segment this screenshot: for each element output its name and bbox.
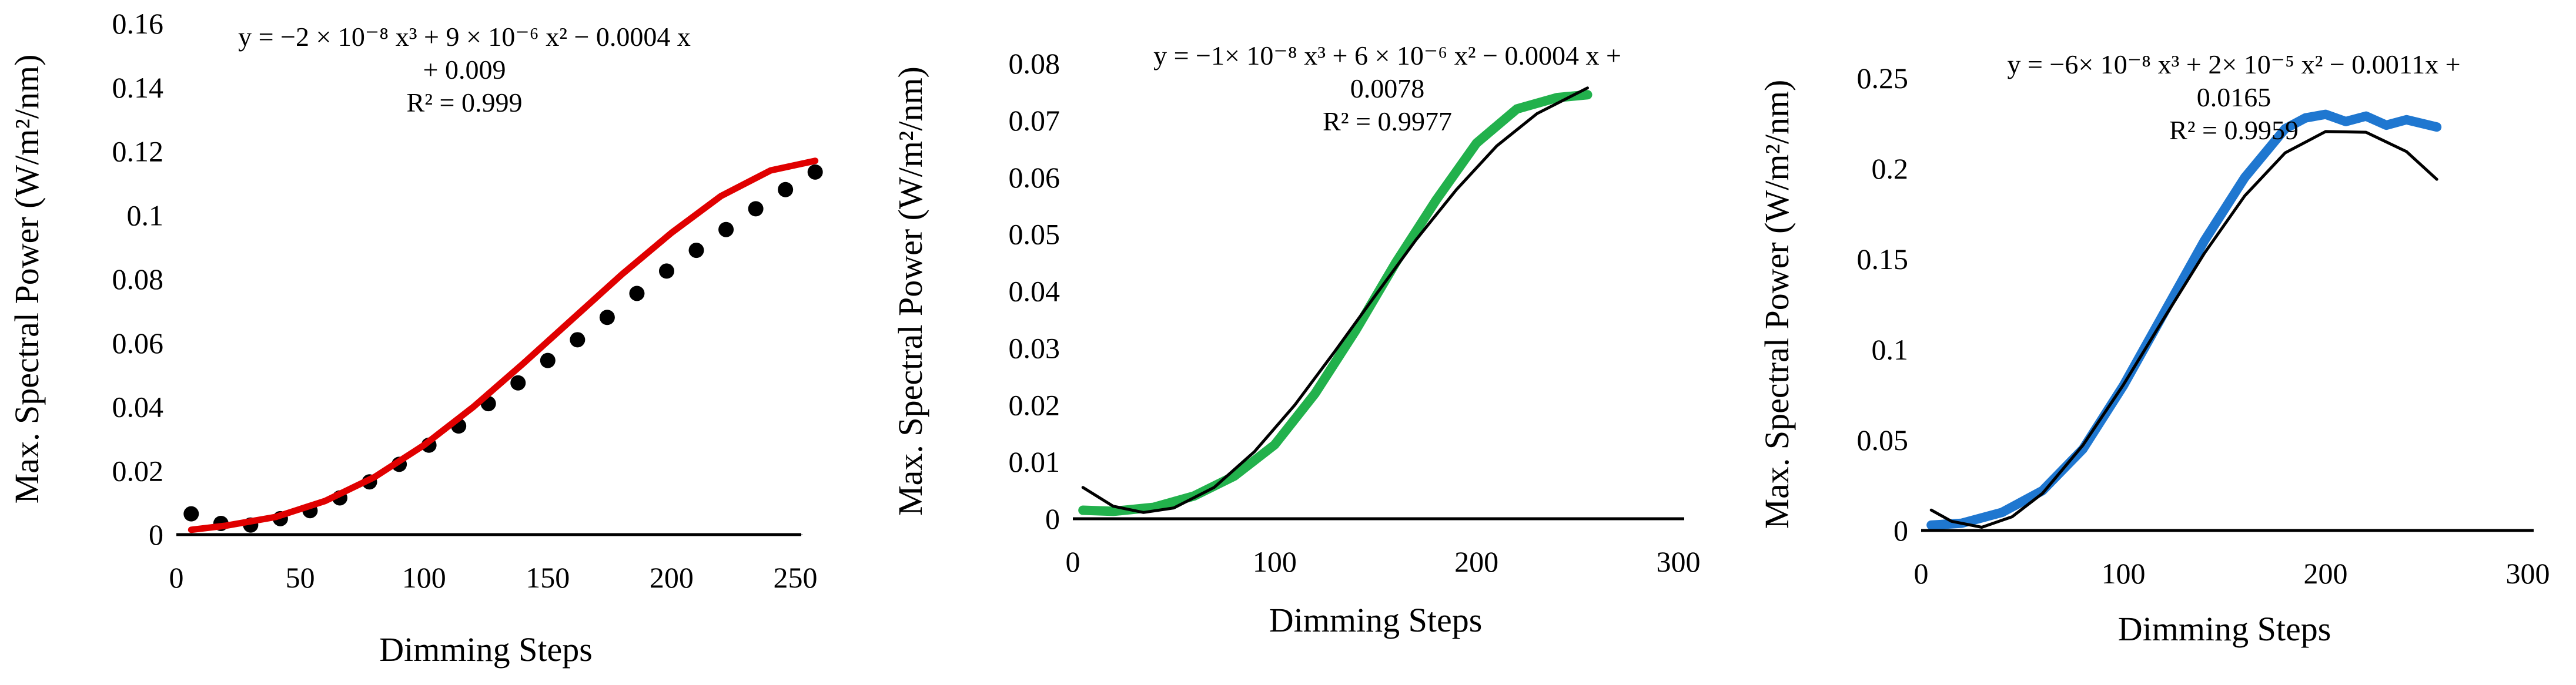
x-tick-label: 300 — [1657, 545, 1701, 578]
y-tick-label: 0.05 — [1009, 218, 1060, 251]
series-group — [1926, 109, 2442, 530]
measured-series-line — [1926, 109, 2442, 530]
y-axis-title: Max. Spectral Power (W/m²/nm) — [8, 55, 46, 504]
y-tick-label: 0 — [149, 518, 163, 551]
y-tick-label: 0.08 — [1009, 47, 1060, 80]
measured-series-line — [1078, 90, 1593, 516]
y-tick-label: 0.06 — [1009, 161, 1060, 194]
data-point — [688, 243, 704, 258]
y-axis-title: Max. Spectral Power (W/m²/nm) — [891, 66, 929, 516]
y-tick-label: 0.04 — [112, 391, 164, 424]
data-point — [570, 332, 586, 348]
y-tick-label: 0.1 — [1872, 333, 1909, 366]
y-tick-label: 0.04 — [1009, 275, 1060, 308]
x-axis-title: Dimming Steps — [2118, 610, 2331, 648]
y-tick-label: 0.01 — [1009, 445, 1060, 478]
y-tick-label: 0.25 — [1857, 62, 1909, 95]
data-point — [183, 506, 199, 522]
x-tick-label: 0 — [1066, 545, 1080, 578]
y-tick-label: 0.1 — [127, 199, 164, 231]
x-tick-label: 200 — [650, 561, 694, 594]
fit-line — [188, 157, 819, 533]
trendline-equation: 0.0165 — [2197, 82, 2271, 112]
x-tick-label: 150 — [526, 561, 570, 594]
trendline-equation: y = −2 × 10⁻⁸ x³ + 9 × 10⁻⁶ x² − 0.0004 … — [238, 22, 691, 52]
trendline-equation: 0.0078 — [1350, 73, 1425, 103]
data-point — [778, 182, 794, 197]
x-tick-label: 100 — [402, 561, 446, 594]
data-point — [807, 164, 823, 180]
data-point — [748, 201, 764, 217]
y-tick-label: 0.03 — [1009, 331, 1060, 364]
data-point — [629, 286, 645, 301]
y-tick-label: 0.2 — [1872, 152, 1909, 185]
trendline-equation: R² = 0.9959 — [2169, 115, 2299, 145]
trendline-equation: y = −1× 10⁻⁸ x³ + 6 × 10⁻⁶ x² − 0.0004 x… — [1153, 41, 1621, 70]
y-tick-label: 0.02 — [112, 454, 164, 487]
chart-panel-1: 0 0.02 0.04 0.06 0.08 0.1 0.12 0.14 0.16 0 50 100 15… — [8, 7, 823, 669]
y-tick-label: 0 — [1893, 514, 1908, 547]
series-group — [183, 157, 823, 533]
trendline-equation: R² = 0.9977 — [1323, 106, 1452, 136]
data-point — [599, 310, 615, 325]
chart-panel-3: 0 0.05 0.1 0.15 0.2 0.25 0 100 200 300 Dimming Ste… — [1758, 49, 2550, 648]
y-tick-label: 0.06 — [112, 327, 164, 360]
y-tick-label: 0.08 — [112, 263, 164, 296]
x-tick-label: 250 — [774, 561, 818, 594]
x-tick-label: 200 — [1454, 545, 1498, 578]
y-tick-label: 0.14 — [112, 71, 164, 104]
y-tick-label: 0.16 — [112, 7, 164, 40]
series-group — [1078, 86, 1593, 516]
x-axis-title: Dimming Steps — [379, 630, 593, 669]
trendline-equation: R² = 0.999 — [407, 88, 523, 117]
chart-panel-2: 0 0.01 0.02 0.03 0.04 0.05 0.06 0.07 0.08 0 100 200… — [891, 41, 1701, 639]
y-tick-label: 0.05 — [1857, 424, 1909, 456]
data-point — [658, 263, 674, 279]
fit-line — [1081, 86, 1589, 514]
x-tick-label: 300 — [2506, 557, 2550, 590]
y-tick-label: 0.07 — [1009, 104, 1060, 137]
data-point — [510, 375, 526, 391]
x-axis-title: Dimming Steps — [1269, 601, 1483, 639]
y-tick-label: 0.15 — [1857, 243, 1909, 276]
data-point — [718, 221, 734, 237]
data-point — [540, 352, 556, 368]
fit-line — [1929, 130, 2438, 529]
x-tick-label: 200 — [2304, 557, 2348, 590]
y-tick-label: 0 — [1045, 502, 1060, 535]
y-tick-label: 0.12 — [112, 135, 164, 168]
x-tick-label: 50 — [286, 561, 315, 594]
y-axis-title: Max. Spectral Power (W/m²/nm) — [1758, 80, 1796, 529]
x-tick-label: 100 — [2102, 557, 2146, 590]
y-tick-label: 0.02 — [1009, 388, 1060, 421]
trendline-equation: + 0.009 — [423, 55, 506, 85]
trendline-equation: y = −6× 10⁻⁸ x³ + 2× 10⁻⁵ x² − 0.0011x + — [2007, 49, 2460, 79]
x-tick-label: 100 — [1253, 545, 1297, 578]
x-tick-label: 0 — [1914, 557, 1929, 590]
x-tick-label: 0 — [169, 561, 184, 594]
